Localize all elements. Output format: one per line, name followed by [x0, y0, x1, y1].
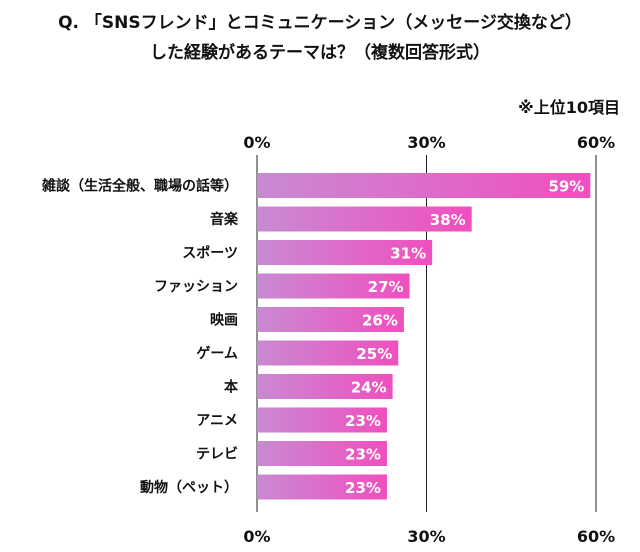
bar [257, 407, 387, 433]
bars [257, 173, 591, 500]
category-label: アニメ [196, 413, 238, 429]
category-label: 音楽 [210, 211, 239, 228]
value-label: 23% [345, 479, 381, 497]
value-label: 23% [345, 446, 381, 464]
category-labels: 雑談（生活全般、職場の話等） 音楽スポーツファッション映画ゲーム本アニメテレビ動物… [41, 178, 239, 497]
value-label: 23% [345, 412, 381, 430]
category-label: 動物（ペット） [140, 479, 238, 496]
value-label: 24% [351, 379, 387, 397]
category-label: ゲーム [196, 345, 238, 362]
bar [257, 240, 433, 265]
top-tick-label: 0% [243, 133, 270, 152]
value-label: 27% [368, 278, 404, 296]
category-label: 映画 [210, 313, 238, 329]
bar [257, 374, 393, 399]
chart-title: Q. 「SNSフレンド」とコミュニケーション（メッセージ交換など） した経験があ… [0, 8, 640, 68]
bar [257, 206, 472, 232]
category-label: 雑談（生活全般、職場の話等） [41, 178, 238, 195]
category-label: 本 [224, 379, 239, 396]
bottom-tick-label: 30% [407, 527, 445, 546]
top-tick-labels: 0% 30% 60% [243, 133, 615, 152]
bar [257, 173, 591, 198]
bottom-tick-label: 60% [577, 527, 615, 546]
top-10-note: ※上位10項目 [518, 98, 620, 117]
category-label: テレビ [196, 447, 238, 463]
bar [257, 441, 387, 466]
value-label: 59% [548, 178, 584, 196]
bottom-tick-label: 0% [243, 527, 270, 546]
value-labels: 59% 38%31% 27% 26% 25% 24% 23% 23% 23% [345, 178, 584, 498]
value-label: 26% [362, 312, 398, 330]
top-tick-label: 30% [407, 133, 445, 152]
bottom-tick-labels: 0% 30% 60% [243, 527, 615, 546]
chart-title-line-1: Q. 「SNSフレンド」とコミュニケーション（メッセージ交換など） [58, 13, 582, 33]
bar [257, 340, 399, 366]
bar [257, 273, 410, 299]
bar [257, 307, 404, 332]
chart-title-line-2: した経験があるテーマは？（複数回答形式） [150, 43, 490, 63]
category-label: ファッション [154, 279, 238, 295]
top-tick-label: 60% [577, 133, 615, 152]
value-label: 31% [390, 245, 426, 263]
category-label: スポーツ [182, 245, 238, 262]
bar [257, 474, 387, 500]
value-label: 25% [356, 345, 392, 363]
value-label: 38% [430, 211, 466, 229]
